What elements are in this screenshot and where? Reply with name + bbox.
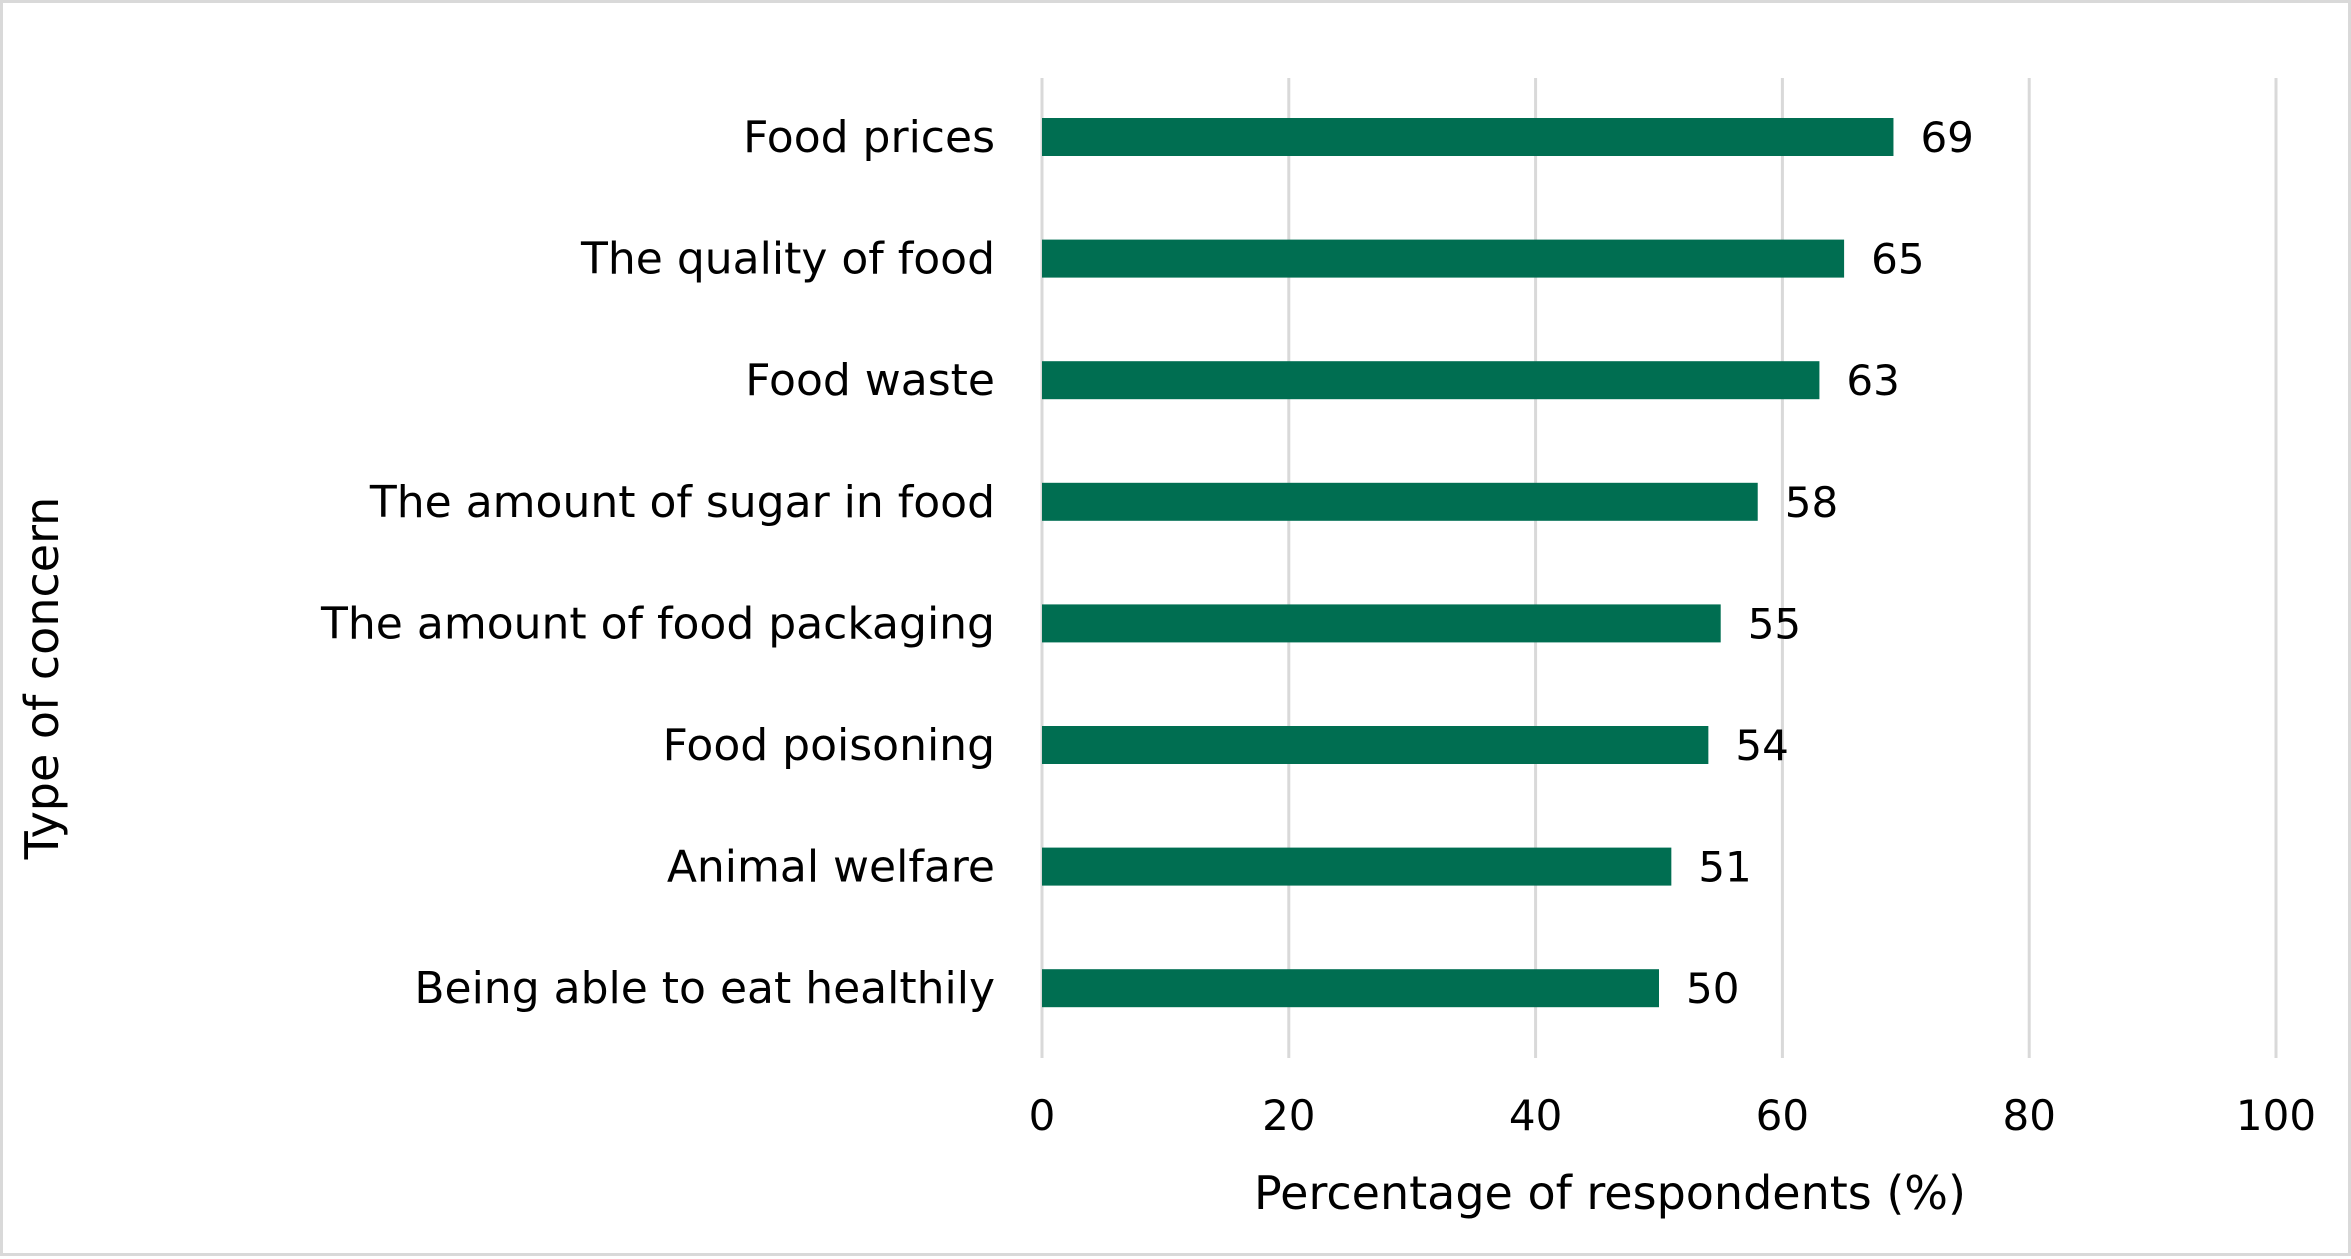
data-labels: 69 65 63 58 55 54 51 50	[1686, 113, 1974, 1013]
bar-1	[1042, 239, 1845, 278]
category-label-1: The quality of food	[580, 234, 995, 285]
category-label-6: Animal welfare	[667, 842, 995, 893]
category-label-7: Being able to eat healthily	[414, 963, 995, 1014]
x-tick-label-80: 80	[2002, 1091, 2055, 1140]
data-label-1: 65	[1871, 235, 1924, 284]
x-tick-label-60: 60	[1756, 1091, 1809, 1140]
category-label-4: The amount of food packaging	[320, 598, 995, 649]
category-label-2: Food waste	[745, 355, 995, 406]
gridlines	[1040, 78, 2278, 1058]
bar-chart: Food prices The quality of food Food waste…	[15, 78, 2316, 1220]
data-label-0: 69	[1920, 113, 1973, 162]
y-axis-title: Type of concern	[15, 497, 69, 861]
category-label-5: Food poisoning	[663, 720, 995, 771]
x-axis-title: Percentage of respondents (%)	[1254, 1166, 1966, 1220]
x-tick-label-0: 0	[1029, 1091, 1056, 1140]
bar-3	[1042, 482, 1758, 521]
category-label-0: Food prices	[743, 112, 995, 163]
bar-7	[1042, 969, 1659, 1008]
data-label-7: 50	[1686, 964, 1739, 1013]
data-label-5: 54	[1735, 721, 1788, 770]
bar-6	[1042, 847, 1672, 886]
data-label-3: 58	[1785, 478, 1838, 527]
x-tick-label-40: 40	[1509, 1091, 1562, 1140]
data-label-4: 55	[1748, 599, 1801, 648]
x-tick-label-100: 100	[2236, 1091, 2316, 1140]
data-label-6: 51	[1698, 843, 1751, 892]
bar-2	[1042, 361, 1820, 400]
x-tick-labels: 0 20 40 60 80 100	[1029, 1091, 2316, 1140]
bar-0	[1042, 118, 1894, 156]
category-labels: Food prices The quality of food Food waste…	[320, 112, 995, 1014]
category-label-3: The amount of sugar in food	[369, 477, 995, 528]
data-label-2: 63	[1846, 356, 1899, 405]
bars	[1042, 118, 1894, 1008]
x-tick-label-20: 20	[1262, 1091, 1315, 1140]
bar-4	[1042, 604, 1721, 643]
bar-5	[1042, 726, 1709, 764]
